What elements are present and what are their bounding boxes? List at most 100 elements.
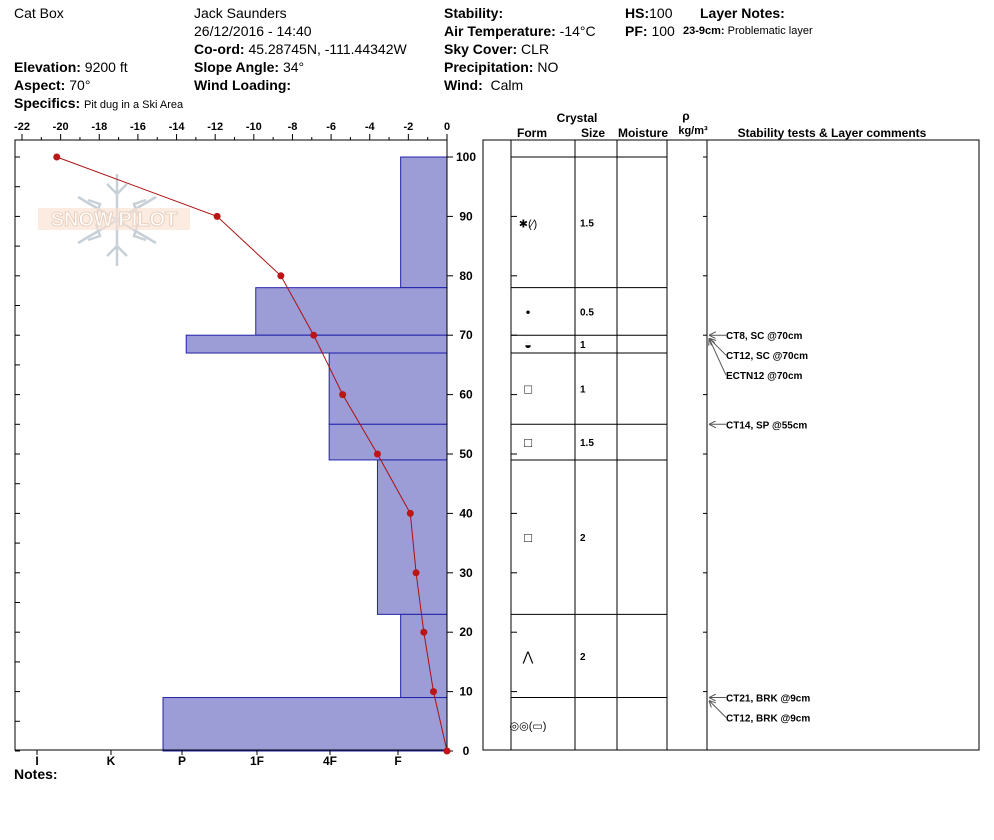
pf-label: PF: <box>625 23 648 39</box>
height-tick-label-10: 100 <box>456 150 476 164</box>
height-tick-label-6: 60 <box>459 388 473 402</box>
hardness-label-5: F <box>394 754 401 768</box>
height-tick-label-3: 30 <box>459 566 473 580</box>
layer-notes: Layer Notes: <box>700 4 785 22</box>
aspect-value: 70° <box>69 77 91 93</box>
specifics: Specifics: Pit dug in a Ski Area <box>14 94 183 114</box>
temperature-point-7 <box>412 569 420 577</box>
header-form: Form <box>517 126 547 140</box>
grain-size-0: 1.5 <box>580 218 594 229</box>
coord-value: 45.28745N, -111.44342W <box>248 41 407 57</box>
temp-tick-label-8: -6 <box>326 121 336 133</box>
hs-value: 100 <box>649 5 673 21</box>
layer-note: 23-9cm: Problematic layer <box>683 22 813 40</box>
wind-loading-label: Wind Loading: <box>194 77 292 93</box>
wind-label: Wind: <box>444 77 483 93</box>
pf-value: 100 <box>651 23 675 39</box>
wind-loading: Wind Loading: <box>194 76 291 94</box>
watermark-text: SNOW PILOT <box>51 209 178 231</box>
stability-test-2: ECTN12 @70cm <box>726 371 803 382</box>
temp-tick-label-11: 0 <box>444 121 450 133</box>
stability-arrow-2 <box>709 338 727 376</box>
coordinates: Co-ord: 45.28745N, -111.44342W <box>194 40 407 58</box>
stability-test-0: CT8, SC @70cm <box>726 331 803 342</box>
stability-test-1: CT12, SC @70cm <box>726 351 808 362</box>
temperature-point-0 <box>53 153 61 161</box>
grain-form-6: ⋀ <box>522 649 534 664</box>
aspect-label: Aspect: <box>14 77 66 93</box>
temperature-point-3 <box>310 331 318 339</box>
snowpilot-watermark: SNOW PILOT <box>38 174 190 266</box>
temperature-point-2 <box>277 272 285 280</box>
stability-test-3: CT14, SP @55cm <box>726 420 807 431</box>
layer-note-text: Problematic layer <box>727 25 813 37</box>
hardness-label-4: 4F <box>323 754 337 768</box>
header-crystal: Crystal <box>557 111 598 125</box>
header-rho: ρ <box>682 109 689 123</box>
height-tick-label-7: 70 <box>459 328 473 342</box>
header-moisture: Moisture <box>618 126 668 140</box>
observation-datetime: 26/12/2016 - 14:40 <box>194 23 312 39</box>
hs: HS:100 <box>625 4 672 22</box>
height-tick-label-5: 50 <box>459 447 473 461</box>
temperature-point-9 <box>429 688 437 696</box>
hardness-label-2: P <box>178 754 186 768</box>
header-size: Size <box>581 126 605 140</box>
grain-form-1: • <box>526 304 531 319</box>
hardness-label-0: I <box>35 754 38 768</box>
height-tick-label-0: 0 <box>463 744 470 758</box>
air-temperature: Air Temperature: -14°C <box>444 22 596 40</box>
coord-label: Co-ord: <box>194 41 245 57</box>
hardness-bar-2 <box>185 334 448 354</box>
grain-form-2: ◒ <box>524 337 532 352</box>
layer-note-depth: 23-9cm: <box>683 25 725 37</box>
height-tick-label-8: 80 <box>459 269 473 283</box>
snowflake-icon <box>77 174 157 266</box>
temp-tick-label-2: -18 <box>91 121 107 133</box>
wind-value: Calm <box>490 77 524 93</box>
layer-notes-label: Layer Notes: <box>700 5 785 21</box>
hardness-label-1: K <box>107 754 116 768</box>
stability-test-5: CT12, BRK @9cm <box>726 714 810 725</box>
hardness-bar-7 <box>162 697 448 752</box>
stability-label: Stability: <box>444 5 504 21</box>
temp-tick-label-0: -22 <box>14 121 30 133</box>
table-frame <box>482 139 980 751</box>
height-tick-label-9: 90 <box>459 209 473 223</box>
sky-label: Sky Cover: <box>444 41 518 57</box>
temp-tick-label-4: -14 <box>169 121 186 133</box>
temp-tick-label-6: -10 <box>246 121 262 133</box>
temperature-point-10 <box>443 747 451 755</box>
hs-label: HS: <box>625 5 650 21</box>
grain-size-4: 1.5 <box>580 438 594 449</box>
grain-size-3: 1 <box>580 385 586 396</box>
height-tick-label-1: 10 <box>459 685 473 699</box>
temperature-point-5 <box>373 450 381 458</box>
plot-frame <box>14 139 448 751</box>
layer-table: Crystal Form Size Moisture ρ kg/m³ Stability t… <box>482 109 980 751</box>
grain-size-1: 0.5 <box>580 307 594 318</box>
pf: PF: 100 <box>625 22 675 40</box>
air-temp-label: Air Temperature: <box>444 23 556 39</box>
slope-value: 34° <box>282 59 305 75</box>
observer-name: Jack Saunders <box>194 5 287 21</box>
grain-size-5: 2 <box>580 533 586 544</box>
header-density-unit: kg/m³ <box>678 125 708 137</box>
notes: Notes: <box>14 765 58 783</box>
stability-test-4: CT21, BRK @9cm <box>726 694 810 705</box>
wind: Wind: Calm <box>444 76 523 94</box>
elevation-label: Elevation: <box>14 59 81 75</box>
precipitation: Precipitation: NO <box>444 58 558 76</box>
stability-arrow-5 <box>709 701 727 718</box>
temp-tick-label-5: -12 <box>207 121 223 133</box>
aspect: Aspect: 70° <box>14 76 90 94</box>
sky-cover: Sky Cover: CLR <box>444 40 549 58</box>
grain-form-7: ◎◎(▭) <box>510 720 547 732</box>
grain-form-5: □ <box>524 530 532 545</box>
temp-tick-label-3: -16 <box>130 121 146 133</box>
temp-tick-label-9: -4 <box>365 121 376 133</box>
grain-size-6: 2 <box>580 652 586 663</box>
hardness-bar-0 <box>400 156 448 289</box>
sky-value: CLR <box>521 41 550 57</box>
